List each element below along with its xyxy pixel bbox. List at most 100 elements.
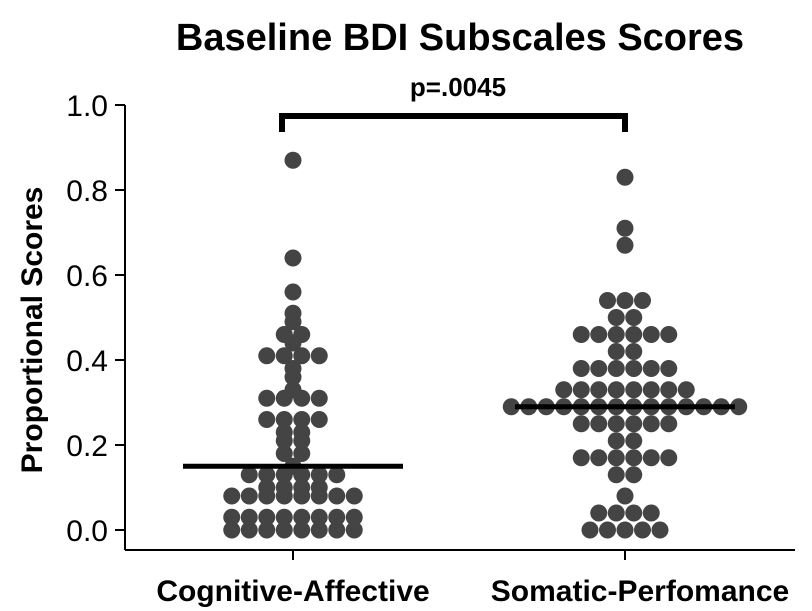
data-point xyxy=(223,508,241,526)
data-point xyxy=(572,449,590,467)
data-point xyxy=(328,508,346,526)
data-point xyxy=(223,521,241,539)
data-point xyxy=(607,466,625,484)
data-point xyxy=(607,309,625,326)
data-point xyxy=(258,411,276,428)
data-point xyxy=(240,487,258,505)
data-point xyxy=(240,521,258,539)
data-point xyxy=(634,521,651,539)
data-point xyxy=(275,521,293,539)
data-point xyxy=(642,326,660,343)
data-point xyxy=(284,151,302,169)
data-point xyxy=(310,466,328,484)
data-point xyxy=(328,487,346,505)
data-point xyxy=(293,432,311,450)
data-point xyxy=(642,504,660,522)
data-point xyxy=(625,449,643,467)
data-point xyxy=(258,347,276,365)
data-point xyxy=(677,381,695,399)
data-point xyxy=(607,432,625,450)
data-point xyxy=(590,360,608,377)
data-point xyxy=(590,449,608,467)
x-ticks xyxy=(292,550,626,560)
data-point xyxy=(607,360,625,377)
data-point xyxy=(258,508,276,526)
data-point xyxy=(607,326,625,343)
data-point xyxy=(607,343,625,360)
data-point xyxy=(599,521,616,539)
data-point xyxy=(293,466,311,484)
data-point xyxy=(223,487,241,505)
data-point xyxy=(572,360,590,377)
data-point xyxy=(572,326,590,343)
data-point xyxy=(607,381,625,399)
data-point xyxy=(572,415,590,433)
data-point xyxy=(328,466,346,484)
p-value-annotation: p=.0045 xyxy=(410,72,506,102)
data-point xyxy=(660,381,678,399)
data-point xyxy=(240,508,258,526)
data-point xyxy=(293,508,311,526)
data-point xyxy=(345,487,363,505)
data-point xyxy=(258,521,276,539)
data-point xyxy=(284,368,302,386)
data-point xyxy=(590,326,608,343)
y-ticks: 0.0 0.2 0.4 0.6 0.8 1.0 xyxy=(66,90,125,548)
data-point xyxy=(293,521,311,539)
data-point xyxy=(293,487,311,505)
data-point xyxy=(345,508,363,526)
y-tick-label: 0.0 xyxy=(66,515,108,548)
data-point xyxy=(581,521,599,539)
data-point xyxy=(258,487,276,505)
data-point xyxy=(293,389,311,407)
data-point xyxy=(660,326,678,343)
data-point xyxy=(625,326,643,343)
y-axis-label: Proportional Scores xyxy=(16,187,49,474)
data-point xyxy=(616,521,634,539)
data-point xyxy=(642,360,660,377)
data-point xyxy=(345,521,363,539)
data-point xyxy=(293,411,311,428)
data-point xyxy=(607,449,625,467)
data-point xyxy=(625,343,643,360)
data-point xyxy=(616,168,634,186)
data-point xyxy=(607,415,625,433)
data-point xyxy=(310,411,328,428)
data-point xyxy=(293,445,311,462)
data-point xyxy=(275,432,293,450)
data-points xyxy=(223,151,748,539)
data-point xyxy=(625,415,643,433)
data-point xyxy=(284,334,302,352)
data-point xyxy=(275,347,293,365)
median-lines xyxy=(183,404,735,469)
significance-bracket xyxy=(279,113,628,132)
data-point xyxy=(625,504,643,522)
data-point xyxy=(660,449,678,467)
data-point xyxy=(590,504,608,522)
data-point xyxy=(625,360,643,377)
data-point xyxy=(616,487,634,505)
data-point xyxy=(616,292,634,309)
category-label-cognitive-affective: Cognitive-Affective xyxy=(156,575,429,608)
data-point xyxy=(625,466,643,484)
y-tick-label: 0.6 xyxy=(66,260,108,293)
y-tick-label: 0.8 xyxy=(66,175,108,208)
y-tick-label: 0.4 xyxy=(66,345,108,378)
data-point xyxy=(293,347,311,365)
data-point xyxy=(607,504,625,522)
data-point xyxy=(642,449,660,467)
data-point xyxy=(284,249,302,267)
data-point xyxy=(555,381,573,399)
data-point xyxy=(625,381,643,399)
data-point xyxy=(625,309,643,326)
data-point xyxy=(599,292,616,309)
data-point xyxy=(275,466,293,484)
y-tick-label: 1.0 xyxy=(66,90,108,123)
data-point xyxy=(651,521,669,539)
data-point xyxy=(275,487,293,505)
data-point xyxy=(328,521,346,539)
data-point xyxy=(310,521,328,539)
data-point xyxy=(310,389,328,407)
data-point xyxy=(275,411,293,428)
